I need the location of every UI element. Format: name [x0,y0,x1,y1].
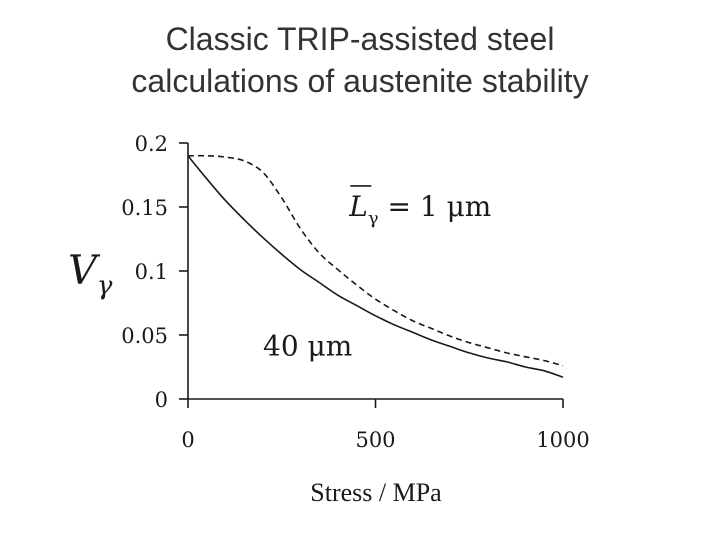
y-axis-symbol: V [68,248,101,294]
chart-axes: 0 0.05 0.1 0.15 0.2 0 500 1000 [121,132,589,452]
annotation-subscript: γ [368,208,379,229]
y-tick-label: 0.05 [121,324,168,348]
series-line-40-m [187,155,564,378]
y-axis-title: Vγ [68,248,113,301]
annotation-40um: 40 μm [263,329,352,362]
y-tick-label: 0.15 [121,196,168,220]
annotation-text: = 1 μm [379,190,492,223]
x-tick-label: 500 [355,428,395,452]
slide-title-line-2: calculations of austenite stability [131,63,589,99]
series-line-1-m [187,154,564,367]
chart-series [187,154,564,378]
x-tick-label: 0 [181,428,194,452]
y-tick-label: 0.1 [135,260,168,284]
y-tick-label: 0 [155,388,168,412]
annotation-lgamma-1um: Lγ = 1 μm [348,190,491,229]
chart-annotations: Lγ = 1 μm 40 μm [263,185,491,362]
x-axis-title: Stress / MPa [310,478,442,507]
y-tick-label: 0.2 [135,132,168,156]
x-tick-label: 1000 [536,428,589,452]
slide-title: Classic TRIP-assisted steel calculations… [0,18,720,102]
slide-title-line-1: Classic TRIP-assisted steel [165,21,555,57]
annotation-symbol: L [348,190,368,223]
y-axis-subscript: γ [97,271,113,301]
